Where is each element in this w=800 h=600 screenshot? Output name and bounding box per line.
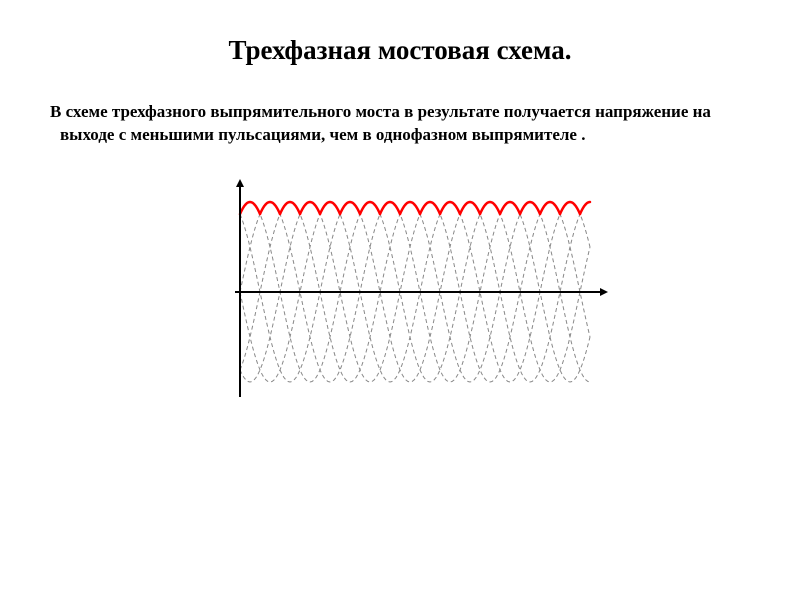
waveform-diagram [190,172,610,412]
page-title: Трехфазная мостовая схема. [50,35,750,66]
diagram-container [50,172,750,412]
description-text: В схеме трехфазного выпрямительного мост… [50,101,750,147]
